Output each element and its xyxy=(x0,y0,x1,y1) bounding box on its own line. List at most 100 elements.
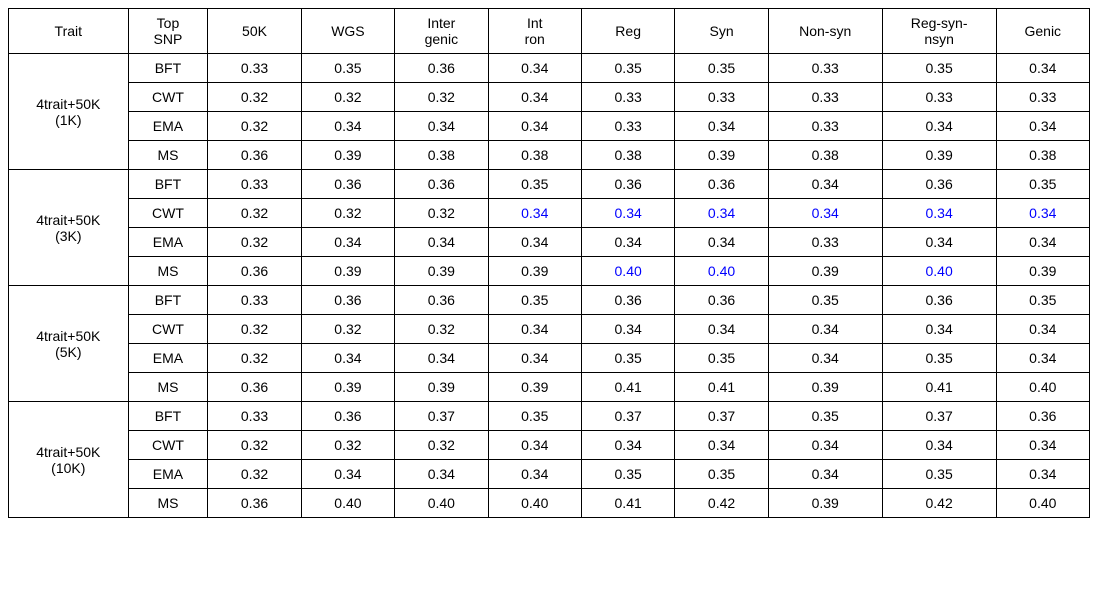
data-table: TraitTopSNP50KWGSIntergenicIntronRegSynN… xyxy=(8,8,1090,518)
value-cell: 0.34 xyxy=(395,460,488,489)
value-cell: 0.34 xyxy=(488,54,581,83)
value-cell: 0.34 xyxy=(996,228,1089,257)
value-cell: 0.36 xyxy=(301,170,394,199)
value-cell: 0.34 xyxy=(581,431,674,460)
value-cell: 0.39 xyxy=(768,257,882,286)
value-cell: 0.36 xyxy=(208,141,301,170)
col-header: Intron xyxy=(488,9,581,54)
col-header: Genic xyxy=(996,9,1089,54)
snp-cell: EMA xyxy=(128,460,208,489)
trait-group-label: 4trait+50K(5K) xyxy=(9,286,129,402)
value-cell: 0.33 xyxy=(208,170,301,199)
value-cell: 0.33 xyxy=(768,83,882,112)
value-cell: 0.37 xyxy=(395,402,488,431)
value-cell: 0.36 xyxy=(395,286,488,315)
value-cell: 0.34 xyxy=(882,228,996,257)
value-cell: 0.36 xyxy=(675,286,768,315)
value-cell: 0.36 xyxy=(675,170,768,199)
col-header: Trait xyxy=(9,9,129,54)
value-cell: 0.34 xyxy=(882,431,996,460)
value-cell: 0.35 xyxy=(581,460,674,489)
snp-cell: MS xyxy=(128,489,208,518)
value-cell: 0.34 xyxy=(395,112,488,141)
value-cell: 0.41 xyxy=(882,373,996,402)
value-cell: 0.32 xyxy=(208,460,301,489)
value-cell: 0.36 xyxy=(395,170,488,199)
snp-cell: MS xyxy=(128,373,208,402)
snp-cell: CWT xyxy=(128,199,208,228)
value-cell: 0.35 xyxy=(488,286,581,315)
value-cell: 0.33 xyxy=(882,83,996,112)
value-cell: 0.35 xyxy=(996,170,1089,199)
value-cell: 0.39 xyxy=(488,373,581,402)
snp-cell: BFT xyxy=(128,402,208,431)
value-cell: 0.37 xyxy=(581,402,674,431)
value-cell: 0.34 xyxy=(675,431,768,460)
value-cell: 0.34 xyxy=(488,228,581,257)
value-cell: 0.35 xyxy=(768,402,882,431)
value-cell: 0.33 xyxy=(208,54,301,83)
col-header: Intergenic xyxy=(395,9,488,54)
value-cell: 0.34 xyxy=(488,431,581,460)
value-cell: 0.35 xyxy=(882,460,996,489)
table-row: EMA0.320.340.340.340.330.340.330.340.34 xyxy=(9,112,1090,141)
value-cell: 0.32 xyxy=(301,83,394,112)
value-cell: 0.34 xyxy=(675,228,768,257)
value-cell: 0.32 xyxy=(208,199,301,228)
col-header: Non-syn xyxy=(768,9,882,54)
value-cell: 0.34 xyxy=(488,460,581,489)
value-cell: 0.34 xyxy=(768,431,882,460)
value-cell: 0.32 xyxy=(301,315,394,344)
value-cell: 0.35 xyxy=(882,344,996,373)
value-cell: 0.34 xyxy=(882,199,996,228)
value-cell: 0.35 xyxy=(675,54,768,83)
value-cell: 0.37 xyxy=(675,402,768,431)
value-cell: 0.39 xyxy=(768,373,882,402)
value-cell: 0.42 xyxy=(675,489,768,518)
value-cell: 0.34 xyxy=(488,83,581,112)
table-row: 4trait+50K(5K)BFT0.330.360.360.350.360.3… xyxy=(9,286,1090,315)
value-cell: 0.32 xyxy=(395,83,488,112)
value-cell: 0.34 xyxy=(768,315,882,344)
value-cell: 0.34 xyxy=(581,199,674,228)
value-cell: 0.41 xyxy=(581,489,674,518)
table-row: MS0.360.390.390.390.410.410.390.410.40 xyxy=(9,373,1090,402)
snp-cell: CWT xyxy=(128,315,208,344)
table-row: EMA0.320.340.340.340.350.350.340.350.34 xyxy=(9,460,1090,489)
col-header: Reg xyxy=(581,9,674,54)
snp-cell: BFT xyxy=(128,170,208,199)
value-cell: 0.34 xyxy=(488,315,581,344)
value-cell: 0.39 xyxy=(675,141,768,170)
value-cell: 0.33 xyxy=(768,112,882,141)
value-cell: 0.41 xyxy=(581,373,674,402)
value-cell: 0.38 xyxy=(996,141,1089,170)
value-cell: 0.34 xyxy=(996,315,1089,344)
value-cell: 0.36 xyxy=(208,373,301,402)
value-cell: 0.36 xyxy=(581,286,674,315)
table-row: EMA0.320.340.340.340.350.350.340.350.34 xyxy=(9,344,1090,373)
value-cell: 0.39 xyxy=(301,141,394,170)
value-cell: 0.36 xyxy=(208,257,301,286)
value-cell: 0.36 xyxy=(301,402,394,431)
snp-cell: MS xyxy=(128,141,208,170)
value-cell: 0.32 xyxy=(301,431,394,460)
value-cell: 0.39 xyxy=(882,141,996,170)
value-cell: 0.34 xyxy=(675,199,768,228)
value-cell: 0.40 xyxy=(996,489,1089,518)
col-header: TopSNP xyxy=(128,9,208,54)
value-cell: 0.40 xyxy=(395,489,488,518)
value-cell: 0.36 xyxy=(882,170,996,199)
table-row: MS0.360.400.400.400.410.420.390.420.40 xyxy=(9,489,1090,518)
table-row: EMA0.320.340.340.340.340.340.330.340.34 xyxy=(9,228,1090,257)
value-cell: 0.38 xyxy=(768,141,882,170)
snp-cell: EMA xyxy=(128,344,208,373)
value-cell: 0.34 xyxy=(996,431,1089,460)
value-cell: 0.40 xyxy=(301,489,394,518)
table-row: CWT0.320.320.320.340.330.330.330.330.33 xyxy=(9,83,1090,112)
value-cell: 0.35 xyxy=(301,54,394,83)
col-header: Reg-syn-nsyn xyxy=(882,9,996,54)
value-cell: 0.35 xyxy=(581,54,674,83)
value-cell: 0.33 xyxy=(768,54,882,83)
value-cell: 0.34 xyxy=(882,315,996,344)
value-cell: 0.40 xyxy=(882,257,996,286)
